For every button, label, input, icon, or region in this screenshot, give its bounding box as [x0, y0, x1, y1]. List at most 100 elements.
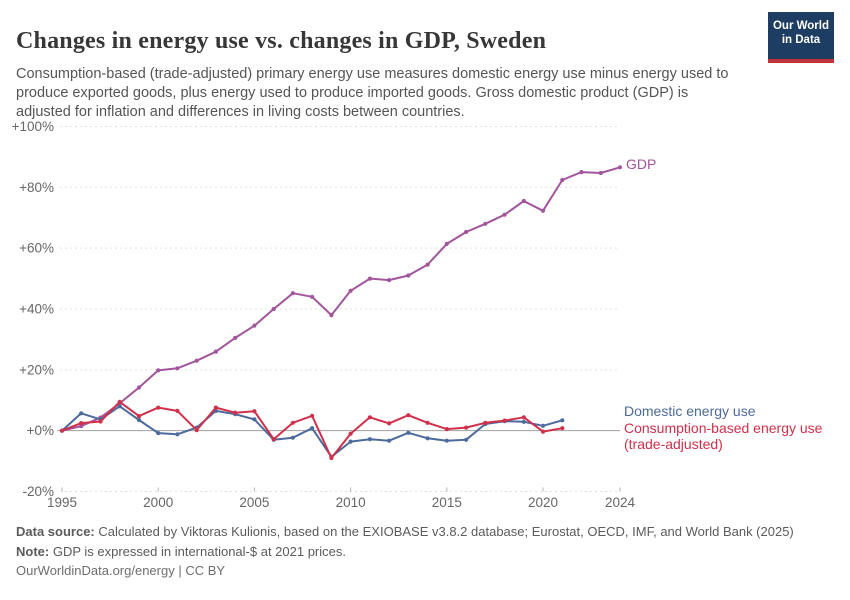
data-source-label: Data source: — [16, 524, 95, 539]
license-line[interactable]: OurWorldinData.org/energy | CC BY — [16, 563, 226, 578]
consumption-based-energy-use-point — [329, 455, 334, 461]
consumption-based-energy-use-point — [175, 408, 180, 413]
gdp-point — [79, 424, 84, 429]
domestic-energy-use-point — [367, 437, 372, 442]
domestic-energy-use-point — [464, 437, 469, 442]
gdp-point — [598, 170, 603, 176]
gdp-point — [175, 366, 180, 371]
owid-logo: Our World in Data — [768, 12, 834, 63]
domestic-energy-use-point — [117, 404, 122, 409]
consumption-based-energy-use-point — [252, 409, 257, 414]
chart-subtitle: Consumption-based (trade-adjusted) prima… — [16, 65, 729, 121]
x-axis-tick-label: 2010 — [336, 495, 366, 510]
consumption-based-energy-use-point — [387, 421, 392, 426]
y-axis-tick-label: -20% — [22, 484, 54, 499]
note-line: Note: GDP is expressed in international-… — [16, 544, 346, 559]
domestic-energy-use-point — [521, 419, 526, 424]
gdp-point — [348, 288, 353, 293]
gdp-point — [271, 306, 276, 312]
x-axis-tick-label: 2000 — [143, 495, 173, 510]
gdp-point — [367, 276, 372, 281]
page-title: Changes in energy use vs. changes in GDP… — [16, 28, 547, 55]
gdp-point — [617, 165, 623, 170]
consumption-based-energy-use-point — [348, 431, 353, 436]
gdp-line — [61, 166, 621, 432]
x-axis-tick-label: 2005 — [239, 495, 269, 510]
y-axis-tick-label: +100% — [12, 119, 54, 134]
gdp-point — [502, 212, 507, 217]
y-axis-tick-label: +0% — [27, 423, 54, 438]
domestic-energy-use-point — [310, 426, 315, 431]
gdp-point — [444, 241, 449, 246]
gdp-point — [464, 229, 469, 235]
gdp-point — [156, 368, 161, 373]
consumption-based-energy-use-point — [213, 405, 218, 410]
domestic-energy-use-point — [136, 417, 142, 423]
gdp-point — [387, 278, 392, 283]
x-axis-tick-label: 2020 — [528, 495, 558, 510]
series-label-line-2: (trade-adjusted) — [624, 435, 723, 452]
consumption-based-energy-use-point — [98, 419, 103, 424]
consumption-based-energy-use-point — [540, 429, 546, 434]
y-axis-tick-label: +40% — [19, 302, 54, 317]
gdp-point — [310, 294, 315, 299]
gdp-point — [540, 208, 546, 213]
series-label-consumption-based-energy-use[interactable]: Consumption-based energy use (trade-adju… — [624, 420, 823, 452]
data-source-text: Calculated by Viktoras Kulionis, based o… — [98, 524, 794, 539]
consumption-based-energy-use-point — [367, 415, 372, 420]
series-label-gdp[interactable]: GDP — [626, 156, 657, 172]
domestic-energy-use-point — [348, 439, 353, 444]
gdp-point — [425, 262, 430, 267]
consumption-based-energy-use-point — [406, 413, 411, 418]
series-label-line-1: Consumption-based energy use — [624, 420, 823, 436]
consumption-based-energy-use-point — [136, 414, 142, 419]
domestic-energy-use-point — [560, 418, 565, 423]
consumption-based-energy-use-point — [290, 420, 295, 425]
gdp-point — [560, 177, 565, 183]
x-axis-tick-label: 2024 — [605, 495, 636, 510]
domestic-energy-use-point — [175, 432, 180, 437]
gdp-point — [579, 170, 584, 175]
logo-line-1: Our World — [772, 20, 829, 32]
gdp-point — [213, 349, 218, 354]
domestic-energy-use-point — [156, 431, 161, 436]
gdp-point — [194, 358, 199, 363]
logo-red-strip — [768, 59, 834, 63]
y-axis-tick-label: +20% — [19, 362, 54, 377]
consumption-based-energy-use-point — [310, 413, 315, 418]
consumption-based-energy-use-point — [444, 427, 449, 432]
y-axis-tick-label: +80% — [19, 180, 54, 195]
data-source-line: Data source: Calculated by Viktoras Kuli… — [16, 524, 794, 539]
consumption-based-energy-use-point — [59, 428, 65, 433]
gdp-point — [252, 323, 257, 328]
x-axis-tick-label: 2015 — [432, 495, 462, 510]
series-label-domestic-energy-use[interactable]: Domestic energy use — [624, 403, 756, 419]
consumption-based-energy-use-point — [483, 420, 488, 425]
consumption-based-energy-use-point — [502, 418, 507, 423]
y-axis-tick-label: +60% — [19, 241, 54, 256]
domestic-energy-use-point — [252, 417, 257, 422]
domestic-energy-use-point — [387, 438, 392, 443]
gdp-point — [483, 221, 488, 226]
domestic-energy-use-point — [79, 411, 84, 416]
gdp-point — [136, 385, 142, 390]
consumption-based-energy-use-point — [194, 428, 199, 433]
domestic-energy-use-point — [290, 435, 295, 440]
consumption-based-energy-use-point — [156, 405, 161, 410]
consumption-based-energy-use-point — [425, 420, 430, 425]
domestic-energy-use-point — [406, 430, 411, 435]
consumption-based-energy-use-point — [79, 421, 84, 426]
consumption-based-energy-use-point — [560, 426, 565, 431]
gdp-point — [290, 291, 295, 296]
consumption-based-energy-use-point — [521, 415, 526, 420]
consumption-based-energy-use-point — [117, 399, 122, 404]
gdp-point — [329, 313, 334, 318]
consumption-based-energy-use-point — [464, 425, 469, 430]
note-text: GDP is expressed in international-$ at 2… — [52, 544, 346, 559]
domestic-energy-use-point — [425, 436, 430, 441]
gdp-point — [233, 335, 238, 340]
domestic-energy-use-point — [540, 423, 546, 428]
gdp-point — [521, 198, 526, 204]
